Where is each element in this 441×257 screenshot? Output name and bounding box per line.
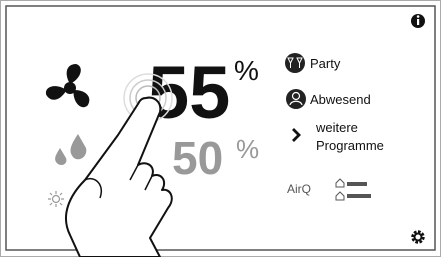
more-label: Programme bbox=[316, 138, 384, 153]
info-button[interactable] bbox=[411, 14, 425, 28]
humidity-unit: % bbox=[236, 134, 259, 164]
page: {"fan": {"value": "55", "unit": "%"}, "h… bbox=[0, 0, 441, 257]
fan-unit: % bbox=[234, 55, 259, 86]
party-button[interactable]: Party bbox=[285, 53, 341, 73]
program-label: Abwesend bbox=[310, 92, 371, 107]
humidity-value: 50 bbox=[172, 132, 223, 184]
program-label: Party bbox=[310, 56, 341, 71]
device-screen: 55 % 50 % Party Abwesend weitere Program… bbox=[0, 0, 441, 257]
fan-value: 55 bbox=[148, 51, 230, 134]
air-quality-label: AirQ bbox=[287, 182, 311, 196]
away-button[interactable]: Abwesend bbox=[286, 89, 371, 109]
more-label: weitere bbox=[315, 120, 358, 135]
